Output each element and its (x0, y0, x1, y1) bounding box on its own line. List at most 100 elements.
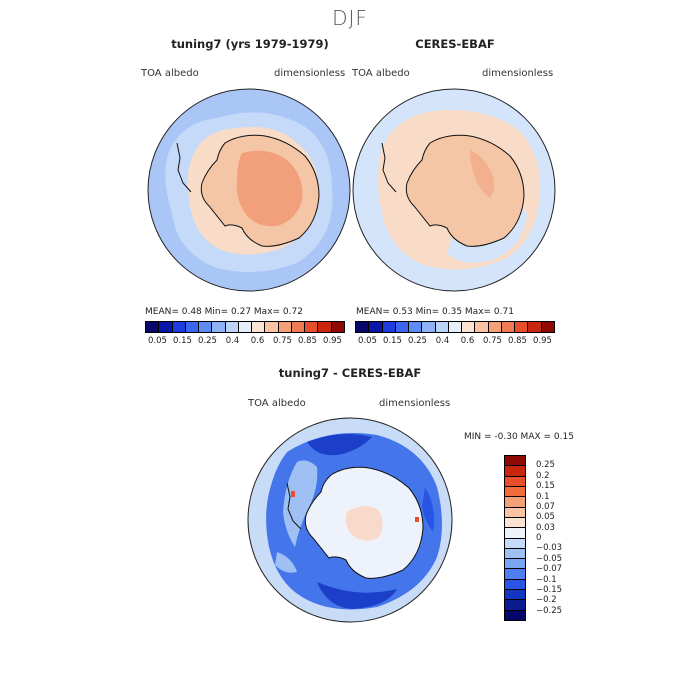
right-peninsula-coast (381, 142, 397, 193)
right-ross-sea (447, 206, 527, 263)
colorbar-swatch (395, 322, 410, 332)
colorbar-swatch (146, 322, 160, 332)
right-plateau-core (470, 150, 495, 198)
colorbar-tick-label: 0.15 (173, 336, 192, 346)
left-stats: MEAN= 0.48 Min= 0.27 Max= 0.72 (145, 307, 303, 317)
diff-colorbar-ticks: 0.25 0.2 0.15 0.1 0.07 0.05 0.03 0 −0.03 −0.05 −0.… (536, 455, 576, 621)
colorbar-swatch (265, 322, 279, 332)
left-plateau-core (236, 150, 303, 227)
diff-strong-negative-north (307, 433, 372, 456)
colorbar-tick-label: −0.03 (536, 543, 563, 554)
diff-polar-map (247, 417, 453, 623)
colorbar-tick-label: 0.2 (536, 470, 550, 481)
colorbar-tick-label: 0.85 (508, 336, 527, 346)
colorbar-swatch (409, 322, 423, 332)
colorbar-tick-label: 0.05 (536, 512, 555, 523)
colorbar-tick-label: 0.25 (408, 336, 427, 346)
left-map-border (147, 88, 351, 292)
colorbar-tick-label: −0.1 (536, 574, 557, 585)
diff-colorbar (504, 455, 526, 621)
colorbar-swatch (505, 548, 525, 560)
diff-panel-title: tuning7 - CERES-EBAF (278, 366, 422, 380)
diff-stats: MIN = -0.30 MAX = 0.15 (464, 432, 574, 442)
colorbar-swatch (505, 590, 525, 601)
colorbar-tick-label: 0.07 (536, 501, 555, 512)
colorbar-swatch (505, 528, 525, 539)
colorbar-tick-label: 0.75 (273, 336, 292, 346)
colorbar-swatch (291, 322, 306, 332)
colorbar-swatch (505, 497, 525, 508)
colorbar-swatch (225, 322, 239, 332)
colorbar-tick-label: −0.07 (536, 564, 563, 575)
diff-units-label: dimensionless (379, 398, 451, 409)
right-antarctica-land (405, 134, 525, 247)
colorbar-swatch (488, 322, 502, 332)
colorbar-swatch (172, 322, 186, 332)
colorbar-swatch (505, 486, 525, 498)
colorbar-tick-label: −0.05 (536, 553, 563, 564)
colorbar-swatch (505, 517, 525, 529)
diff-map-border (247, 417, 453, 623)
diff-southwest-weak (275, 552, 297, 573)
colorbar-swatch (462, 322, 476, 332)
colorbar-tick-label: 0.4 (225, 336, 240, 346)
right-polar-map (352, 88, 556, 292)
colorbar-swatch (528, 322, 542, 332)
colorbar-tick-label: 0.05 (148, 336, 167, 346)
diff-peninsula-positive (291, 491, 295, 497)
colorbar-tick-label: 0.75 (483, 336, 502, 346)
diff-peninsula-coast (286, 482, 302, 530)
colorbar-swatch (505, 579, 525, 591)
colorbar-swatch (541, 322, 554, 332)
colorbar-swatch (382, 322, 396, 332)
right-map-border (352, 88, 556, 292)
colorbar-tick-label: 0.95 (323, 336, 342, 346)
colorbar-swatch (505, 538, 525, 549)
colorbar-swatch (331, 322, 344, 332)
right-stats: MEAN= 0.53 Min= 0.35 Max= 0.71 (356, 307, 514, 317)
colorbar-swatch (448, 322, 463, 332)
colorbar-tick-label: 0.6 (460, 336, 475, 346)
diff-variable-label: TOA albedo (248, 398, 306, 409)
right-panel-title: CERES-EBAF (415, 37, 495, 51)
left-colorbar-ticks: 0.05 0.15 0.25 0.4 0.6 0.75 0.85 0.95 (145, 336, 345, 348)
left-polar-map (147, 88, 351, 292)
left-units-label: dimensionless (274, 68, 346, 79)
colorbar-tick-label: 0 (536, 533, 542, 543)
right-colorbar (355, 321, 555, 333)
colorbar-swatch (505, 569, 525, 580)
figure-title: DJF (332, 6, 368, 30)
right-variable-label: TOA albedo (352, 68, 410, 79)
colorbar-swatch (505, 600, 525, 611)
colorbar-swatch (475, 322, 489, 332)
colorbar-tick-label: 0.25 (536, 460, 555, 471)
colorbar-tick-label: 0.15 (383, 336, 402, 346)
colorbar-swatch (422, 322, 436, 332)
colorbar-swatch (305, 322, 319, 332)
colorbar-swatch (505, 456, 525, 467)
left-peninsula-coast (176, 142, 192, 193)
diff-strong-negative-south (317, 582, 397, 609)
colorbar-swatch (356, 322, 370, 332)
right-units-label: dimensionless (482, 68, 554, 79)
right-colorbar-ticks: 0.05 0.15 0.25 0.4 0.6 0.75 0.85 0.95 (355, 336, 555, 348)
colorbar-tick-label: −0.25 (536, 605, 563, 616)
colorbar-tick-label: 0.6 (250, 336, 265, 346)
diff-plateau-positive (345, 506, 383, 541)
colorbar-swatch (501, 322, 516, 332)
colorbar-swatch (505, 559, 525, 570)
colorbar-swatch (199, 322, 213, 332)
colorbar-swatch (159, 322, 173, 332)
colorbar-swatch (435, 322, 449, 332)
colorbar-swatch (515, 322, 529, 332)
left-colorbar (145, 321, 345, 333)
colorbar-swatch (505, 610, 525, 620)
colorbar-swatch (252, 322, 266, 332)
colorbar-tick-label: −0.15 (536, 584, 563, 595)
colorbar-swatch (369, 322, 383, 332)
diff-west-weak (283, 460, 318, 547)
diff-east-negative (422, 487, 434, 532)
colorbar-tick-label: 0.03 (536, 522, 555, 533)
colorbar-swatch (505, 507, 525, 518)
colorbar-swatch (212, 322, 226, 332)
